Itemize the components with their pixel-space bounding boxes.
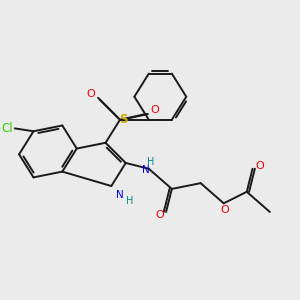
Text: N: N xyxy=(116,190,124,200)
Text: O: O xyxy=(150,105,159,115)
Text: S: S xyxy=(119,113,128,126)
Text: O: O xyxy=(220,205,229,215)
Text: O: O xyxy=(255,161,264,171)
Text: Cl: Cl xyxy=(2,122,14,135)
Text: H: H xyxy=(126,196,134,206)
Text: N: N xyxy=(142,165,150,175)
Text: O: O xyxy=(87,89,95,99)
Text: H: H xyxy=(146,158,154,167)
Text: O: O xyxy=(155,210,164,220)
